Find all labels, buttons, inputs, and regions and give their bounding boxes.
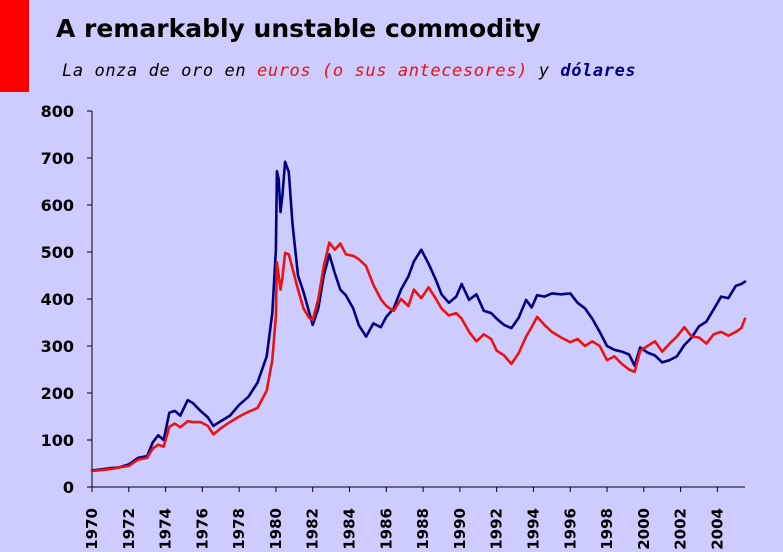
series-line-euros	[90, 241, 747, 473]
x-tick-label: 1996	[561, 508, 579, 550]
subtitle-middle: y	[527, 61, 561, 81]
x-tick-label: 1974	[157, 508, 175, 550]
y-tick-label: 400	[41, 290, 74, 309]
slide-title: A remarkably unstable commodity	[56, 14, 541, 43]
x-tick-label: 1984	[341, 508, 359, 550]
x-tick-label: 1990	[451, 508, 469, 550]
x-tick-label: 1992	[488, 508, 506, 550]
y-tick-label: 700	[41, 149, 74, 168]
y-tick-label: 500	[41, 243, 74, 262]
y-tick-label: 300	[41, 337, 74, 356]
y-tick-labels: 0 100 200 300 400 500 600 700 800	[41, 102, 74, 497]
series-line-dollars	[90, 160, 747, 472]
y-tick-label: 800	[41, 102, 74, 121]
slide-subtitle: La onza de oro en euros (o sus antecesor…	[62, 61, 636, 81]
y-tick-label: 0	[63, 478, 74, 497]
subtitle-euros: euros (o sus antecesores)	[257, 61, 528, 81]
chart-axes	[87, 110, 745, 492]
subtitle-prefix: La onza de oro en	[62, 61, 258, 81]
x-tick-label: 2000	[635, 508, 653, 550]
x-tick-label: 1978	[230, 508, 248, 550]
x-tick-label: 2004	[708, 508, 726, 550]
x-tick-label: 1982	[304, 508, 322, 550]
y-tick-label: 200	[41, 384, 74, 403]
y-tick-label: 600	[41, 196, 74, 215]
x-tick-label: 1970	[83, 508, 101, 550]
x-tick-label: 1980	[267, 508, 285, 550]
y-tick-label: 100	[41, 431, 74, 450]
x-tick-label: 1988	[414, 508, 432, 550]
x-tick-label: 1986	[377, 508, 395, 550]
x-tick-label: 1994	[524, 508, 542, 550]
x-tick-label: 1972	[120, 508, 138, 550]
chart-series	[90, 160, 747, 473]
x-tick-label: 1976	[193, 508, 211, 550]
x-tick-label: 1998	[598, 508, 616, 550]
subtitle-dollars: dólares	[560, 61, 637, 81]
x-tick-label: 2002	[672, 508, 690, 550]
accent-bar	[0, 0, 29, 92]
x-tick-labels: 1970 1972 1974 1976 1978 1980 1982 1984 1986 1988…	[83, 508, 726, 550]
